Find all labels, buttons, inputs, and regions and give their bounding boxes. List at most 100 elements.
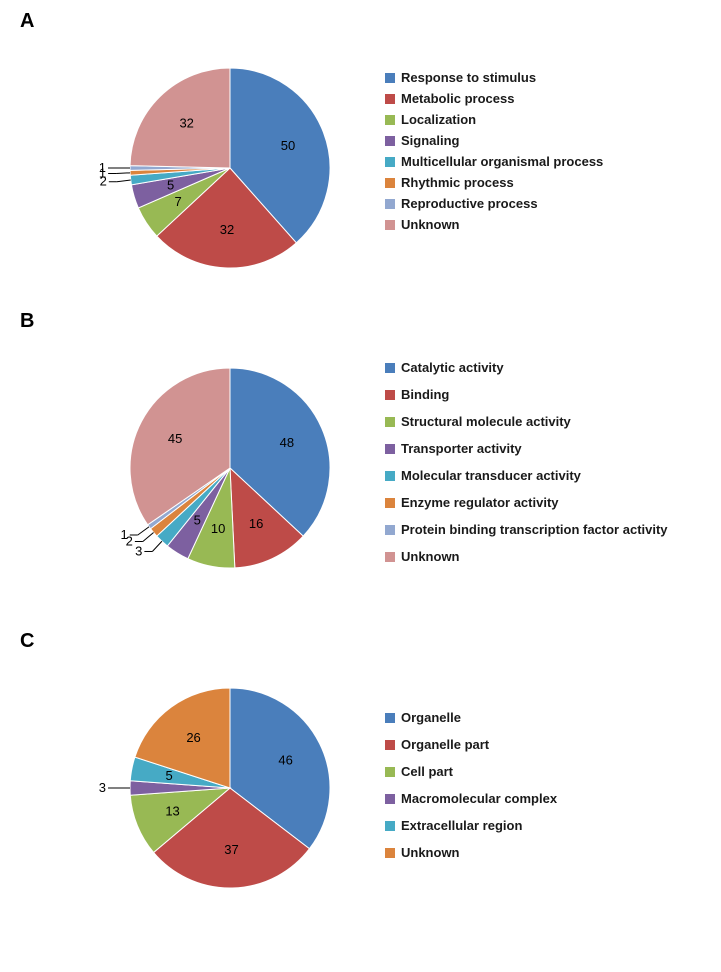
legend-item: Response to stimulus — [385, 70, 603, 85]
legend-label: Transporter activity — [401, 441, 522, 456]
slice-value-label: 32 — [179, 116, 193, 131]
legend-label: Molecular transducer activity — [401, 468, 581, 483]
legend-swatch — [385, 199, 395, 209]
panel-a-letter: A — [20, 10, 34, 33]
legend-swatch — [385, 821, 395, 831]
legend-label: Unknown — [401, 845, 460, 860]
slice-value-label: 1 — [99, 160, 106, 175]
legend-item: Cell part — [385, 764, 557, 779]
legend-swatch — [385, 794, 395, 804]
legend-item: Unknown — [385, 549, 668, 564]
panel-b-letter: B — [20, 310, 34, 333]
legend-swatch — [385, 220, 395, 230]
legend-item: Localization — [385, 112, 603, 127]
legend-label: Structural molecule activity — [401, 414, 571, 429]
slice-value-label: 3 — [135, 543, 142, 558]
panel-c-pie-wrap: 4637133526 — [75, 670, 355, 910]
legend-swatch — [385, 552, 395, 562]
slice-value-label: 32 — [220, 222, 234, 237]
legend-swatch — [385, 73, 395, 83]
legend-label: Unknown — [401, 549, 460, 564]
panel-c: C 4637133526 OrganelleOrganelle partCell… — [20, 630, 721, 950]
panel-a: A 50327521132 Response to stimulusMetabo… — [20, 10, 721, 310]
slice-value-label: 10 — [211, 521, 225, 536]
legend-item: Molecular transducer activity — [385, 468, 668, 483]
legend-item: Binding — [385, 387, 668, 402]
legend-item: Enzyme regulator activity — [385, 495, 668, 510]
legend-swatch — [385, 498, 395, 508]
legend-swatch — [385, 178, 395, 188]
callout-leader — [116, 173, 130, 174]
slice-value-label: 1 — [121, 527, 128, 542]
legend-swatch — [385, 94, 395, 104]
legend-item: Macromolecular complex — [385, 791, 557, 806]
slice-value-label: 48 — [280, 435, 294, 450]
legend-swatch — [385, 525, 395, 535]
legend-label: Reproductive process — [401, 196, 538, 211]
legend-swatch — [385, 767, 395, 777]
panel-c-pie: 4637133526 — [75, 670, 355, 910]
legend-item: Structural molecule activity — [385, 414, 668, 429]
legend-label: Protein binding transcription factor act… — [401, 522, 668, 537]
panel-c-legend: Organelle Organelle part Cell part Macromol… — [385, 710, 557, 860]
panel-b-legend: Catalytic activity Binding Structural mole… — [385, 360, 668, 564]
panel-b-pie: 481610532145 — [75, 350, 355, 590]
legend-item: Organelle part — [385, 737, 557, 752]
panel-a-legend: Response to stimulus Metabolic process Loc… — [385, 70, 603, 232]
legend-label: Organelle — [401, 710, 461, 725]
slice-value-label: 7 — [175, 194, 182, 209]
slice-value-label: 13 — [165, 803, 179, 818]
slice-value-label: 46 — [278, 753, 292, 768]
slice-value-label: 5 — [166, 768, 173, 783]
figure-page: A 50327521132 Response to stimulusMetabo… — [0, 0, 721, 972]
legend-swatch — [385, 740, 395, 750]
legend-item: Signaling — [385, 133, 603, 148]
legend-label: Signaling — [401, 133, 460, 148]
slice-value-label: 45 — [168, 431, 182, 446]
legend-swatch — [385, 848, 395, 858]
legend-item: Catalytic activity — [385, 360, 668, 375]
legend-item: Reproductive process — [385, 196, 603, 211]
legend-swatch — [385, 115, 395, 125]
legend-label: Metabolic process — [401, 91, 514, 106]
legend-swatch — [385, 417, 395, 427]
panel-c-letter: C — [20, 630, 34, 653]
legend-swatch — [385, 157, 395, 167]
legend-label: Localization — [401, 112, 476, 127]
slice-value-label: 37 — [224, 842, 238, 857]
legend-swatch — [385, 390, 395, 400]
legend-label: Extracellular region — [401, 818, 522, 833]
legend-swatch — [385, 363, 395, 373]
legend-label: Multicellular organismal process — [401, 154, 603, 169]
panel-c-row: 4637133526 OrganelleOrganelle partCell p… — [20, 630, 721, 910]
slice-value-label: 5 — [167, 178, 174, 193]
legend-item: Rhythmic process — [385, 175, 603, 190]
legend-item: Multicellular organismal process — [385, 154, 603, 169]
slice-value-label: 50 — [281, 138, 295, 153]
legend-label: Enzyme regulator activity — [401, 495, 559, 510]
panel-b: B 481610532145 Catalytic activityBinding… — [20, 310, 721, 630]
legend-item: Protein binding transcription factor act… — [385, 522, 668, 537]
legend-item: Unknown — [385, 217, 603, 232]
legend-label: Rhythmic process — [401, 175, 514, 190]
legend-label: Cell part — [401, 764, 453, 779]
legend-item: Extracellular region — [385, 818, 557, 833]
legend-label: Response to stimulus — [401, 70, 536, 85]
legend-label: Catalytic activity — [401, 360, 504, 375]
legend-swatch — [385, 444, 395, 454]
slice-value-label: 3 — [99, 780, 106, 795]
panel-b-row: 481610532145 Catalytic activityBindingSt… — [20, 310, 721, 590]
panel-a-pie-wrap: 50327521132 — [75, 50, 355, 290]
callout-leader — [152, 541, 162, 551]
legend-item: Transporter activity — [385, 441, 668, 456]
panel-a-pie: 50327521132 — [75, 50, 355, 290]
legend-swatch — [385, 713, 395, 723]
callout-leader — [138, 527, 149, 535]
slice-value-label: 16 — [249, 516, 263, 531]
callout-leader — [117, 180, 131, 182]
legend-item: Metabolic process — [385, 91, 603, 106]
panel-b-pie-wrap: 481610532145 — [75, 350, 355, 590]
callout-leader — [143, 532, 154, 541]
legend-swatch — [385, 471, 395, 481]
legend-label: Unknown — [401, 217, 460, 232]
